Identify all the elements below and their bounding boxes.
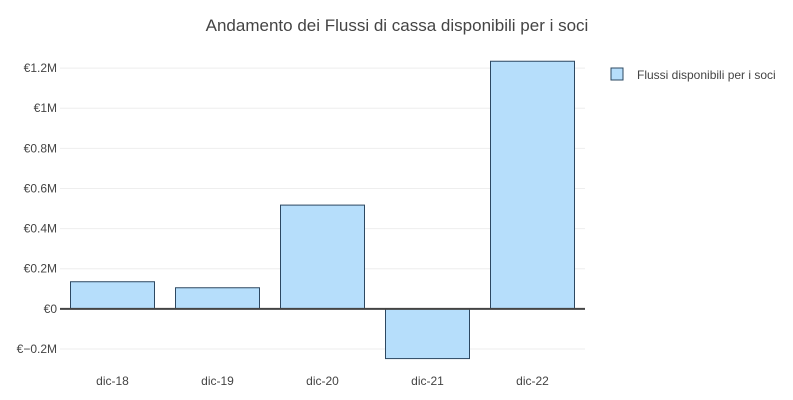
y-axis-ticks: €−0.2M €0 €0.2M €0.4M €0.6M €0.8M €1M €1.2M [17,61,58,356]
bars [70,60,575,360]
y-tick-label: €1M [34,101,57,115]
bar [280,204,365,310]
y-tick-label: €0.4M [24,222,57,236]
y-tick-label: €−0.2M [17,342,57,356]
x-axis-ticks: dic-18 dic-19 dic-20 dic-21 dic-22 [96,374,549,388]
legend[interactable]: Flussi disponibili per i soci [610,67,776,82]
y-tick-label: €0.6M [24,181,57,195]
bar [70,281,155,310]
y-tick-label: €0.8M [24,141,57,155]
y-tick-label: €0.2M [24,262,57,276]
y-tick-label: €1.2M [24,61,57,75]
bar [175,287,260,310]
x-tick-label: dic-18 [96,374,129,388]
y-tick-label: €0 [44,302,58,316]
bar [385,308,470,360]
legend-swatch[interactable] [610,67,624,81]
x-tick-label: dic-21 [411,374,444,388]
x-tick-label: dic-19 [201,374,234,388]
x-tick-label: dic-20 [306,374,339,388]
x-tick-label: dic-22 [516,374,549,388]
legend-label[interactable]: Flussi disponibili per i soci [637,68,776,82]
bar [490,60,575,310]
chart-title: Andamento dei Flussi di cassa disponibil… [206,16,589,35]
